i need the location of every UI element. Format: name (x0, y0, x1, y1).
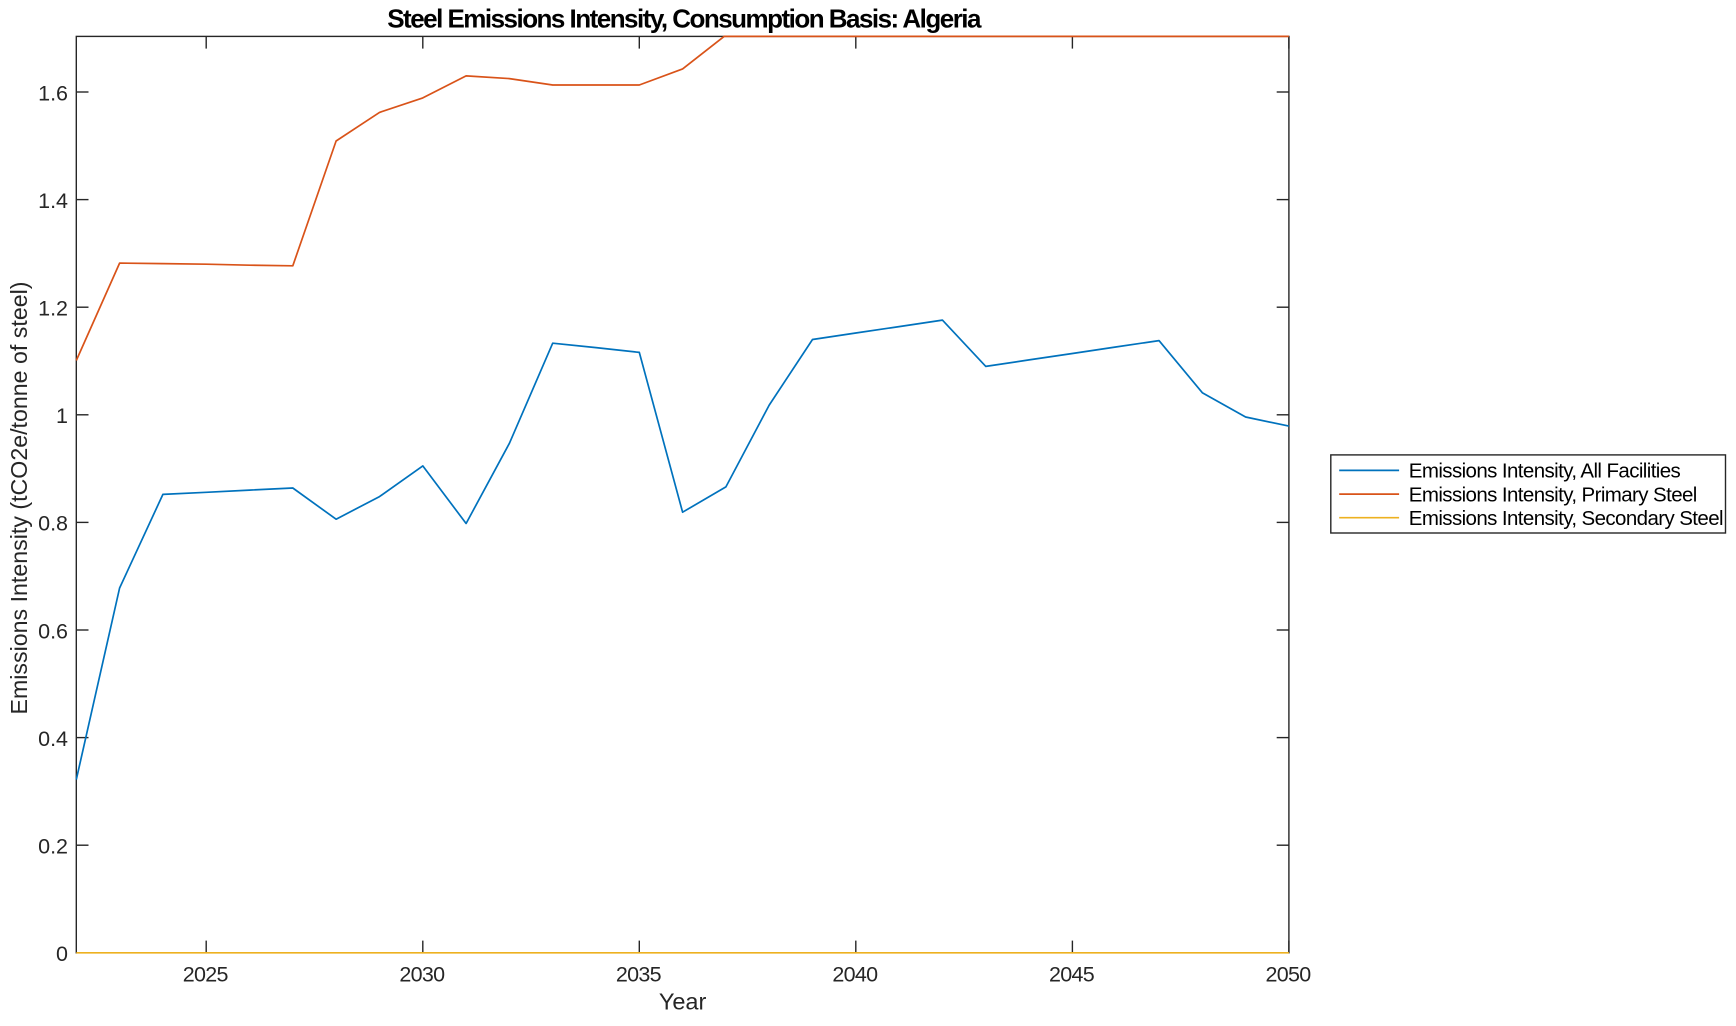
svg-text:2040: 2040 (832, 963, 878, 987)
svg-text:2045: 2045 (1049, 963, 1095, 987)
svg-text:1: 1 (56, 404, 68, 428)
svg-text:2035: 2035 (616, 963, 662, 987)
svg-text:Emissions Intensity, All Facil: Emissions Intensity, All Facilities (1409, 460, 1681, 483)
svg-text:0.8: 0.8 (38, 512, 68, 536)
svg-text:Emissions Intensity, Secondary: Emissions Intensity, Secondary Steel (1409, 507, 1723, 530)
svg-text:Steel Emissions Intensity, Con: Steel Emissions Intensity, Consumption B… (387, 4, 982, 34)
svg-text:2050: 2050 (1265, 963, 1311, 987)
svg-text:1.6: 1.6 (38, 81, 68, 105)
svg-text:0.6: 0.6 (38, 619, 68, 643)
svg-text:Year: Year (659, 989, 707, 1015)
svg-text:1.4: 1.4 (38, 189, 68, 213)
svg-text:2030: 2030 (399, 963, 445, 987)
svg-text:0.4: 0.4 (38, 727, 68, 751)
svg-text:2025: 2025 (183, 963, 229, 987)
svg-text:0: 0 (56, 942, 68, 966)
svg-text:Emissions Intensity, Primary S: Emissions Intensity, Primary Steel (1409, 483, 1697, 506)
svg-text:0.2: 0.2 (38, 835, 68, 859)
svg-text:1.2: 1.2 (38, 297, 68, 321)
svg-text:Emissions Intensity (tCO2e/ton: Emissions Intensity (tCO2e/tonne of stee… (6, 281, 32, 714)
